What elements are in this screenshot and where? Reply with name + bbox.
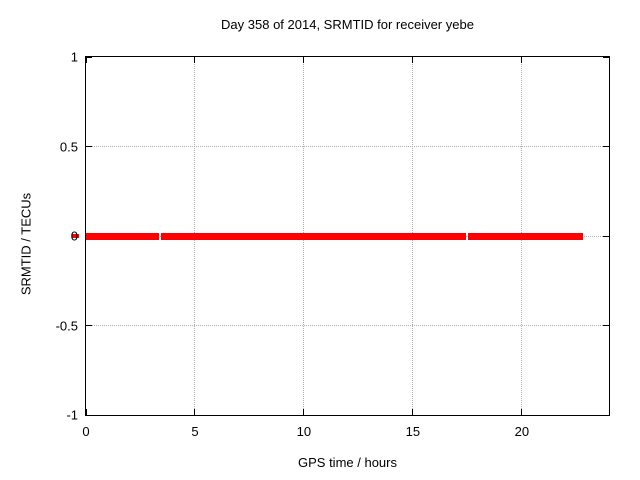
series-line-segment	[468, 232, 583, 240]
y-tick-left	[86, 146, 92, 147]
y-tick-right	[603, 325, 609, 326]
x-tick-label: 0	[82, 424, 90, 439]
x-tick-bottom	[521, 409, 523, 415]
x-tick-top	[412, 57, 414, 63]
y-tick-label: 0.5	[59, 139, 78, 154]
chart-title: Day 358 of 2014, SRMTID for receiver yeb…	[221, 17, 474, 32]
x-tick-top	[85, 57, 87, 63]
y-tick-label: -1	[66, 407, 78, 423]
x-tick-bottom	[194, 409, 196, 415]
y-tick-label: 1	[70, 49, 78, 65]
x-tick-bottom	[85, 409, 87, 415]
y-tick-right	[603, 146, 609, 147]
y-tick-label: 0	[70, 228, 78, 244]
x-tick-label: 5	[191, 424, 199, 439]
series-zero-dash-outside	[72, 234, 79, 238]
y-tick-left	[86, 414, 92, 416]
x-tick-bottom	[303, 409, 305, 415]
y-tick-label: -0.5	[55, 318, 78, 333]
y-axis-label: SRMTID / TECUs	[18, 192, 34, 296]
x-tick-label: 20	[514, 424, 530, 439]
x-tick-label: 10	[296, 424, 312, 439]
y-tick-right	[603, 414, 609, 416]
y-tick-left	[86, 56, 92, 58]
x-tick-top	[303, 57, 305, 63]
x-axis-label: GPS time / hours	[298, 455, 397, 470]
x-tick-bottom	[412, 409, 414, 415]
x-tick-label: 15	[405, 424, 421, 439]
y-tick-right	[603, 56, 609, 58]
y-gridline	[86, 146, 609, 147]
y-tick-right	[603, 235, 609, 237]
series-line-segment	[161, 232, 467, 240]
series-line-segment	[86, 232, 159, 240]
x-tick-top	[521, 57, 523, 63]
y-gridline	[86, 325, 609, 326]
plot-area	[72, 56, 610, 416]
x-tick-top	[194, 57, 196, 63]
y-tick-left	[86, 325, 92, 326]
